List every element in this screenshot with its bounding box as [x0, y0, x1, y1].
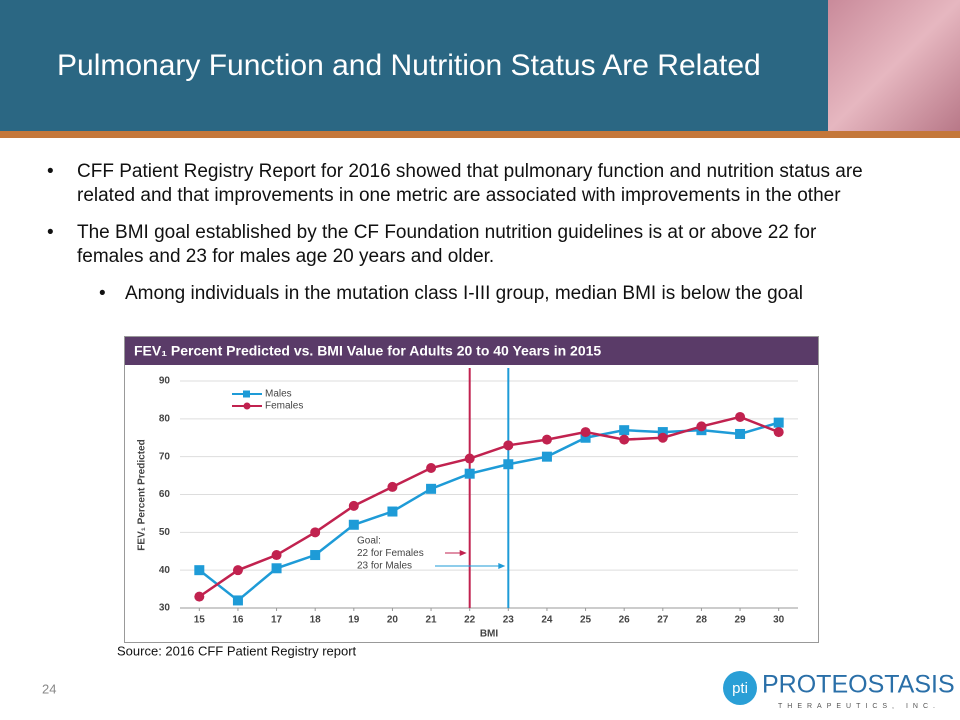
marker	[387, 481, 398, 492]
marker	[232, 595, 243, 606]
x-tick-label: 24	[541, 615, 553, 626]
marker	[194, 565, 205, 576]
marker	[426, 463, 437, 474]
annotation: Goal:	[357, 536, 381, 547]
logo-name: PROTEOSTASIS	[762, 671, 955, 699]
page-number: 24	[42, 681, 56, 696]
header-rule	[0, 131, 960, 138]
series-line	[198, 415, 780, 598]
logo-mark: pti	[732, 680, 748, 697]
bullet: Among individuals in the mutation class …	[99, 282, 905, 306]
x-tick-label: 29	[735, 615, 747, 626]
slide-title: Pulmonary Function and Nutrition Status …	[57, 49, 761, 82]
marker	[310, 550, 321, 561]
logo-circle	[723, 671, 757, 705]
marker	[657, 432, 668, 443]
x-axis-label: BMI	[480, 629, 499, 640]
legend-marker	[243, 390, 250, 398]
x-tick-label: 28	[696, 615, 708, 626]
chart-title-bar	[125, 337, 818, 365]
marker	[310, 527, 321, 538]
annotation: 23 for Males	[357, 561, 412, 572]
marker	[580, 427, 591, 438]
y-tick-label: 50	[159, 527, 171, 538]
marker	[503, 459, 514, 470]
bullet-list: CFF Patient Registry Report for 2016 sho…	[0, 160, 960, 306]
x-tick-label: 15	[194, 615, 206, 626]
header-image	[828, 0, 960, 131]
marker	[773, 427, 784, 438]
x-tick-label: 20	[387, 615, 399, 626]
logo-tagline: THERAPEUTICS, INC.	[778, 703, 940, 710]
chart-frame	[124, 336, 819, 643]
y-tick-label: 60	[159, 489, 171, 500]
marker	[348, 519, 359, 530]
legend-marker	[243, 402, 251, 410]
marker	[271, 550, 282, 561]
y-axis-label: FEV₁ Percent Predicted	[137, 439, 148, 550]
x-tick-label: 16	[232, 615, 244, 626]
marker	[271, 563, 282, 574]
y-tick-label: 30	[159, 603, 171, 614]
header-bar	[0, 0, 960, 131]
marker	[503, 440, 514, 451]
marker	[619, 434, 630, 445]
legend-label: Males	[265, 389, 292, 400]
marker	[464, 453, 475, 464]
x-tick-label: 25	[580, 615, 592, 626]
x-tick-label: 17	[271, 615, 283, 626]
marker	[735, 428, 746, 439]
source: Source: 2016 CFF Patient Registry report	[117, 643, 357, 658]
x-tick-label: 18	[310, 615, 322, 626]
marker	[657, 427, 668, 438]
x-tick-label: 22	[464, 615, 476, 626]
marker	[232, 565, 243, 576]
marker	[773, 417, 784, 428]
annotation: 22 for Females	[357, 548, 424, 559]
x-tick-label: 30	[773, 615, 785, 626]
x-tick-label: 27	[657, 615, 669, 626]
marker	[619, 425, 630, 436]
x-tick-label: 21	[426, 615, 438, 626]
y-tick-label: 70	[159, 451, 171, 462]
marker	[696, 421, 707, 432]
x-tick-label: 19	[348, 615, 360, 626]
marker	[541, 434, 552, 445]
marker	[387, 506, 398, 517]
marker	[580, 432, 591, 443]
arrow-head	[459, 550, 467, 556]
marker	[735, 411, 746, 422]
bullet: CFF Patient Registry Report for 2016 sho…	[47, 160, 877, 208]
marker	[348, 500, 359, 511]
bullet: The BMI goal established by the CF Found…	[47, 221, 877, 269]
chart-title: FEV₁ Percent Predicted vs. BMI Value for…	[134, 343, 601, 359]
marker	[426, 483, 437, 494]
x-tick-label: 23	[503, 615, 515, 626]
legend-label: Females	[265, 401, 303, 412]
x-tick-label: 26	[619, 615, 631, 626]
y-tick-label: 80	[159, 413, 171, 424]
marker	[464, 468, 475, 479]
y-tick-label: 40	[159, 565, 171, 576]
marker	[194, 591, 205, 602]
y-tick-label: 90	[159, 376, 171, 387]
marker	[541, 451, 552, 462]
arrow-head	[498, 563, 506, 569]
